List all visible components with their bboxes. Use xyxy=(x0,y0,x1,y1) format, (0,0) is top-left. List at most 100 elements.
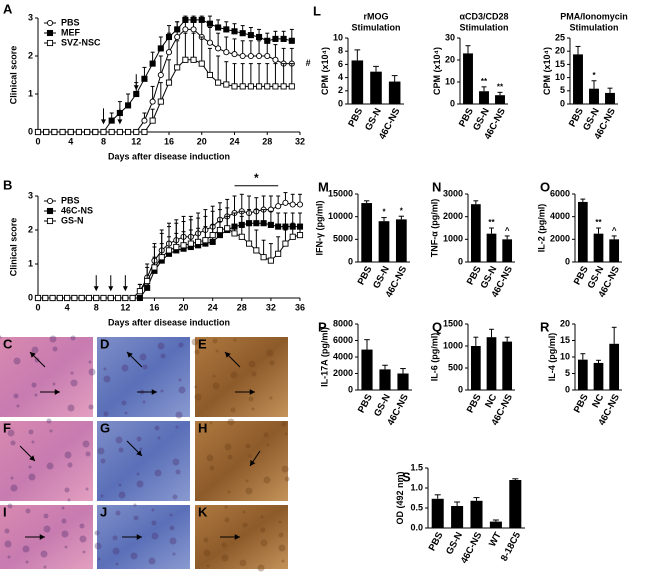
tissue-texture xyxy=(175,425,179,429)
tissue-texture xyxy=(157,436,161,440)
legend-marker xyxy=(46,29,54,37)
y-tick-label: 5 xyxy=(565,368,570,378)
tissue-texture xyxy=(172,552,176,556)
y-tick-label: 20 xyxy=(445,54,455,64)
panel-label: L xyxy=(313,3,321,18)
tissue-texture xyxy=(160,389,164,393)
panel-label: I xyxy=(3,504,7,519)
tissue-texture xyxy=(245,487,253,495)
x-tick-label: 4 xyxy=(65,302,70,312)
data-point xyxy=(247,83,254,90)
tissue-texture xyxy=(22,545,30,553)
tissue-texture xyxy=(266,443,270,447)
legend-marker xyxy=(46,19,54,27)
tissue-texture xyxy=(169,525,175,531)
data-point xyxy=(165,247,173,254)
tissue-texture xyxy=(52,382,56,386)
bar xyxy=(470,204,481,262)
y-tick-label: 3 xyxy=(28,12,33,22)
tissue-texture xyxy=(82,440,90,448)
tissue-texture xyxy=(269,396,273,400)
tissue-texture xyxy=(175,469,181,475)
panel-label: D xyxy=(100,336,109,351)
data-point xyxy=(282,240,289,247)
y-tick-label: 0.5 xyxy=(410,502,423,512)
data-point xyxy=(108,117,115,124)
tissue-texture xyxy=(224,517,230,523)
tissue-texture xyxy=(118,483,122,487)
tissue-texture xyxy=(61,518,67,524)
y-tick-label: 1.5 xyxy=(410,462,423,472)
bar xyxy=(470,346,481,390)
data-point xyxy=(198,16,205,23)
y-tick-label: 20 xyxy=(560,318,570,328)
tissue-texture xyxy=(209,421,213,425)
y-tick-label: 1000 xyxy=(443,340,463,350)
data-point xyxy=(165,33,173,41)
tissue-texture xyxy=(263,432,269,438)
y-tick-label: 8000 xyxy=(333,318,353,328)
data-point xyxy=(190,26,197,33)
data-point xyxy=(122,294,129,302)
tissue-texture xyxy=(230,371,238,379)
data-point xyxy=(272,56,279,63)
y-tick-label: 0 xyxy=(458,256,463,266)
tissue-texture xyxy=(46,462,54,470)
tissue-texture xyxy=(67,462,73,468)
tissue-texture xyxy=(133,503,137,507)
data-point xyxy=(107,294,114,302)
x-tick-label: 16 xyxy=(164,136,174,146)
x-tick-label: 0 xyxy=(35,302,40,312)
tissue-texture xyxy=(148,557,156,565)
tissue-texture xyxy=(178,342,184,348)
x-tick-label: 32 xyxy=(266,302,276,312)
significance-label: * xyxy=(400,206,404,215)
tissue-texture xyxy=(31,346,39,354)
tissue-texture xyxy=(115,510,121,516)
tissue-texture xyxy=(61,506,65,510)
tissue-texture xyxy=(151,508,155,512)
tissue-texture xyxy=(203,537,209,543)
data-point xyxy=(100,294,107,302)
data-point xyxy=(64,294,71,302)
tissue-texture xyxy=(194,393,202,401)
tissue-texture xyxy=(151,532,159,540)
y-tick-label: 1500 xyxy=(443,318,463,328)
data-point xyxy=(267,257,274,264)
data-point xyxy=(223,26,230,33)
x-tick-label: 20 xyxy=(179,302,189,312)
data-point xyxy=(43,128,50,136)
arrow-head xyxy=(117,119,123,125)
data-point xyxy=(78,294,85,302)
chart-title: Stimulation xyxy=(352,22,401,32)
panel-label: M xyxy=(318,179,329,194)
data-point xyxy=(275,223,282,230)
data-point xyxy=(67,128,74,136)
tissue-texture xyxy=(94,530,100,536)
data-point xyxy=(289,233,296,240)
tissue-texture xyxy=(70,379,78,387)
x-tick-label: 24 xyxy=(208,302,218,312)
y-tick-label: 10 xyxy=(333,32,343,42)
tissue-texture xyxy=(94,542,102,550)
bar xyxy=(509,480,522,528)
data-point xyxy=(223,49,230,56)
tissue-texture xyxy=(206,454,214,462)
tissue-texture xyxy=(106,342,110,346)
y-tick-label: 2000 xyxy=(333,368,353,378)
data-point xyxy=(238,233,245,240)
tissue-texture xyxy=(46,418,52,424)
x-tick-label: 12 xyxy=(120,302,130,312)
data-point xyxy=(133,128,140,136)
y-axis-label: IL-17A (pg/ml) xyxy=(320,327,330,387)
tissue-texture xyxy=(248,360,256,368)
data-point xyxy=(34,294,42,302)
arrow-head xyxy=(93,286,99,292)
significance-label: ** xyxy=(595,218,602,227)
significance-label: ** xyxy=(481,77,488,86)
tissue-texture xyxy=(103,411,109,417)
data-point xyxy=(275,203,282,210)
y-tick-label: 4 xyxy=(338,72,343,82)
tissue-texture xyxy=(10,484,18,492)
y-axis-label: IL-2 (pg/ml) xyxy=(537,204,547,253)
